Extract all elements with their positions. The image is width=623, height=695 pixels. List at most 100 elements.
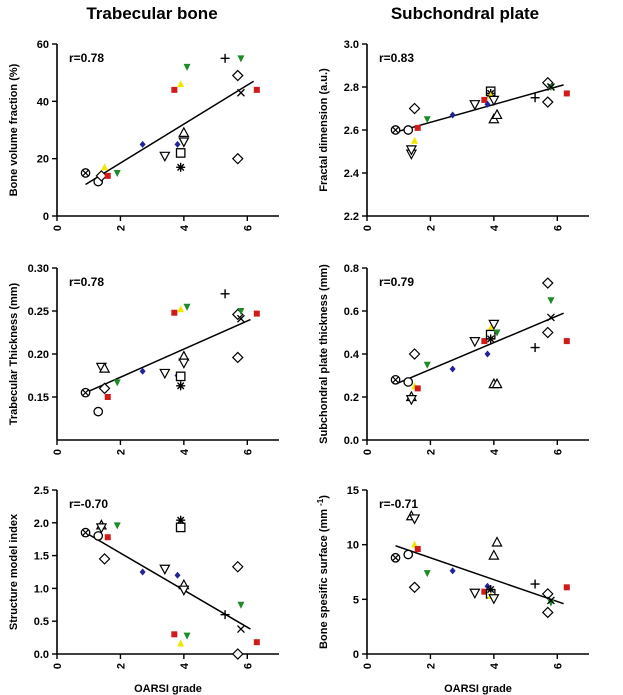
chart-panel-spt: 0.0 0.2 0.4 0.6 0.8 0 2 4 6 Subchondral plate thi… xyxy=(318,263,589,455)
data-point xyxy=(80,527,91,538)
x-tick-label: 4 xyxy=(179,448,191,455)
data-point xyxy=(98,382,111,395)
y-tick-label: 2.5 xyxy=(34,485,49,497)
data-point xyxy=(488,319,500,331)
correlation-label: r=-0.70 xyxy=(69,497,108,511)
regression-line xyxy=(395,545,564,605)
y-tick-label: 0.2 xyxy=(344,392,359,404)
data-point xyxy=(178,126,190,137)
data-point xyxy=(177,305,185,313)
y-tick-label: 2.2 xyxy=(344,211,359,223)
data-point xyxy=(171,86,178,93)
y-axis-label: Subchondral plate thickness (mm) xyxy=(318,264,330,444)
y-axis-label: Structure model index xyxy=(8,513,20,630)
data-point xyxy=(390,125,401,135)
data-point xyxy=(403,377,414,387)
y-tick-label: 0.5 xyxy=(34,616,49,628)
y-tick-label: 20 xyxy=(37,154,49,166)
regression-line xyxy=(85,318,251,394)
data-point xyxy=(159,151,171,163)
correlation-label: r=0.79 xyxy=(379,275,414,289)
y-tick-label: 2.4 xyxy=(344,168,360,180)
data-point xyxy=(174,571,181,579)
data-point xyxy=(159,368,171,380)
data-point xyxy=(236,88,245,97)
chart-panel-tt: 0.15 0.20 0.25 0.30 0 2 4 6 Trabecular Thickness… xyxy=(8,263,279,455)
data-point xyxy=(546,596,555,605)
x-tick-label: 6 xyxy=(242,225,254,231)
data-point xyxy=(547,297,555,305)
y-tick-label: 0.20 xyxy=(28,349,49,361)
data-point xyxy=(423,361,431,369)
data-point xyxy=(231,648,244,660)
data-point xyxy=(98,553,111,565)
data-point xyxy=(486,584,496,594)
data-point xyxy=(175,148,186,158)
data-point xyxy=(139,568,146,576)
correlation-label: r=0.78 xyxy=(69,51,104,65)
data-point xyxy=(231,69,244,82)
data-point xyxy=(488,594,500,605)
x-tick-label: 2 xyxy=(115,449,127,455)
data-point xyxy=(183,303,191,311)
data-point xyxy=(159,564,171,575)
data-point xyxy=(469,337,481,348)
data-point xyxy=(178,585,190,596)
data-point xyxy=(237,55,245,63)
data-point xyxy=(423,570,431,578)
data-point xyxy=(98,362,111,373)
data-point xyxy=(541,277,554,289)
x-tick-label: 0 xyxy=(362,225,374,231)
data-point xyxy=(101,163,109,171)
x-tick-label: 0 xyxy=(362,449,374,455)
data-point xyxy=(104,172,111,179)
data-point xyxy=(493,329,501,337)
data-point xyxy=(104,534,111,541)
data-point xyxy=(183,632,191,640)
data-point xyxy=(484,350,491,358)
x-tick-label: 6 xyxy=(242,449,254,455)
column-title-trabecular: Trabecular bone xyxy=(86,4,218,23)
data-point xyxy=(113,170,121,177)
y-tick-label: 0.8 xyxy=(344,263,359,275)
data-point xyxy=(469,100,481,111)
data-point xyxy=(408,581,421,594)
y-tick-label: 0.6 xyxy=(344,306,359,318)
data-point xyxy=(488,95,500,107)
y-tick-label: 1.0 xyxy=(34,583,49,595)
data-point xyxy=(390,374,401,385)
data-point xyxy=(414,546,421,553)
data-point xyxy=(220,289,230,299)
data-point xyxy=(541,96,554,108)
data-point xyxy=(469,588,481,600)
chart-panel-smi: 0.0 0.5 1.0 1.5 2.0 2.5 0 2 4 6 Structure model in… xyxy=(8,485,279,695)
data-point xyxy=(541,326,554,339)
x-tick-label: 2 xyxy=(115,663,127,669)
x-tick-label: 4 xyxy=(179,224,191,231)
x-tick-label: 4 xyxy=(179,662,191,669)
data-point xyxy=(177,639,185,647)
data-point xyxy=(411,540,419,548)
y-tick-label: 2.6 xyxy=(344,125,359,137)
data-point xyxy=(405,145,418,156)
y-tick-label: 0.30 xyxy=(28,263,49,275)
x-tick-label: 6 xyxy=(242,663,254,669)
y-axis-label: Fractal dimension (a.u.) xyxy=(318,68,330,192)
data-point xyxy=(178,137,190,148)
data-point xyxy=(481,588,488,595)
data-point xyxy=(414,124,421,131)
data-point xyxy=(530,93,540,103)
data-point xyxy=(390,552,401,563)
data-point xyxy=(403,549,414,560)
data-point xyxy=(231,351,244,364)
data-point xyxy=(253,86,260,93)
data-point xyxy=(231,560,244,573)
data-point xyxy=(139,140,146,148)
chart-panel-bss: 0 5 10 15 0 2 4 6 Bone spesific surface (mm -1) O… xyxy=(316,485,589,695)
data-point xyxy=(530,343,540,353)
data-point xyxy=(237,601,245,609)
data-point xyxy=(220,53,230,63)
y-tick-label: 3.0 xyxy=(344,39,359,51)
data-point xyxy=(481,338,488,345)
